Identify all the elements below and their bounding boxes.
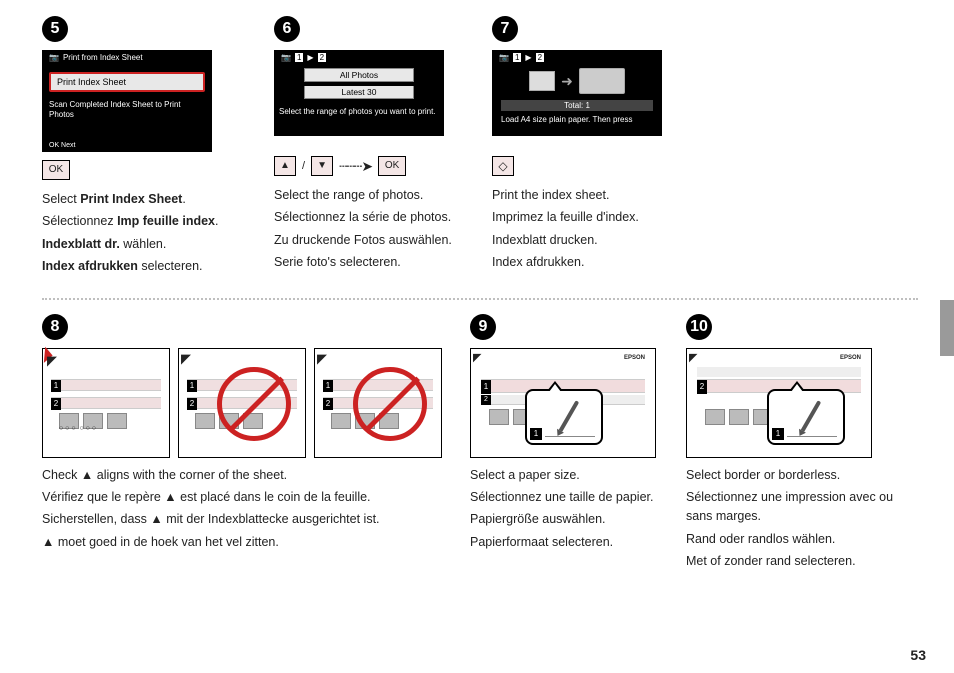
edge-tab [940, 300, 954, 356]
brand-label: EPSON [624, 355, 645, 361]
arrow-icon: ┄┄┄➤ [339, 158, 372, 175]
align-mark: ◤ [47, 353, 57, 369]
divider-dots [42, 298, 918, 300]
step-9: 9 ◤ EPSON 1 2 1 Select a paper size. Sél… [470, 314, 666, 575]
load-message: Load A4 size plain paper. Then press [493, 115, 661, 124]
selected-option: Print Index Sheet [49, 72, 205, 92]
pencil-icon [801, 400, 821, 431]
sheet-wrong-2: ◤ 1 2 [314, 348, 442, 458]
total-label: Total: 1 [501, 100, 653, 111]
lcd-screen-7: 📷1▶2 ➜ Total: 1 Load A4 size plain paper… [492, 50, 662, 136]
option-text: Scan Completed Index Sheet to Print Phot… [49, 100, 205, 120]
step-7: 7 📷1▶2 ➜ Total: 1 Load A4 size plain pap… [492, 16, 688, 280]
up-button[interactable]: ▲ [274, 156, 296, 176]
callout-zoom: 1 [767, 389, 845, 445]
callout-zoom: 1 [525, 389, 603, 445]
brand-label: EPSON [840, 355, 861, 361]
page-number: 53 [910, 647, 926, 663]
down-button[interactable]: ▼ [311, 156, 333, 176]
sheet-correct: ◢ ◤ 1 2 ○ ○ ○ ○ ○ ○ [42, 348, 170, 458]
index-sheet-10: ◤ EPSON 2 1 [686, 348, 872, 458]
ok-button[interactable]: OK [378, 156, 406, 176]
step-10-text: Select border or borderless. Sélectionne… [686, 466, 894, 572]
sheet-wrong-1: ◤ 1 2 [178, 348, 306, 458]
lcd-screen-6: 📷1▶2 All Photos Latest 30 Select the ran… [274, 50, 444, 136]
step-7-text: Print the index sheet. Imprimez la feuil… [492, 186, 688, 273]
step-6: 6 📷1▶2 All Photos Latest 30 Select the r… [274, 16, 470, 280]
step-8-text: Check ▲ aligns with the corner of the sh… [42, 466, 450, 553]
steps-row-bottom: 8 ◢ ◤ 1 2 ○ ○ ○ ○ ○ ○ ◤ 1 2 [42, 314, 918, 575]
step-number-10: 10 [686, 314, 712, 340]
step-9-text: Select a paper size. Sélectionnez une ta… [470, 466, 666, 553]
screen-footer: OK Next [49, 142, 75, 149]
step-number-8: 8 [42, 314, 68, 340]
step-8: 8 ◢ ◤ 1 2 ○ ○ ○ ○ ○ ○ ◤ 1 2 [42, 314, 450, 575]
step-6-text: Select the range of photos. Sélectionnez… [274, 186, 470, 273]
step-number-6: 6 [274, 16, 300, 42]
paper-icon [529, 71, 555, 91]
ok-button[interactable]: OK [42, 160, 70, 180]
option-latest: Latest 30 [304, 86, 414, 99]
index-sheet-9: ◤ EPSON 1 2 1 [470, 348, 656, 458]
step-10: 10 ◤ EPSON 2 1 Select border or borderle… [686, 314, 894, 575]
forbidden-icon [353, 367, 427, 441]
align-mark: ◤ [181, 351, 191, 367]
pencil-icon [559, 400, 579, 431]
step-number-7: 7 [492, 16, 518, 42]
start-button[interactable]: ◇ [492, 156, 514, 176]
step-number-9: 9 [470, 314, 496, 340]
forbidden-icon [217, 367, 291, 441]
align-mark: ◤ [317, 351, 327, 367]
screen-message: Select the range of photos you want to p… [275, 107, 443, 116]
step-5-text: Select Print Index Sheet. Sélectionnez I… [42, 190, 252, 277]
option-all: All Photos [304, 68, 414, 82]
step-number-5: 5 [42, 16, 68, 42]
step-5: 5 📷Print from Index Sheet Print Index Sh… [42, 16, 252, 280]
manual-page: 5 📷Print from Index Sheet Print Index Sh… [0, 0, 954, 673]
printer-icon [579, 68, 625, 94]
lcd-screen-5: 📷Print from Index Sheet Print Index Shee… [42, 50, 212, 152]
screen-title: 📷Print from Index Sheet [43, 51, 211, 64]
steps-row-top: 5 📷Print from Index Sheet Print Index Sh… [42, 16, 918, 280]
